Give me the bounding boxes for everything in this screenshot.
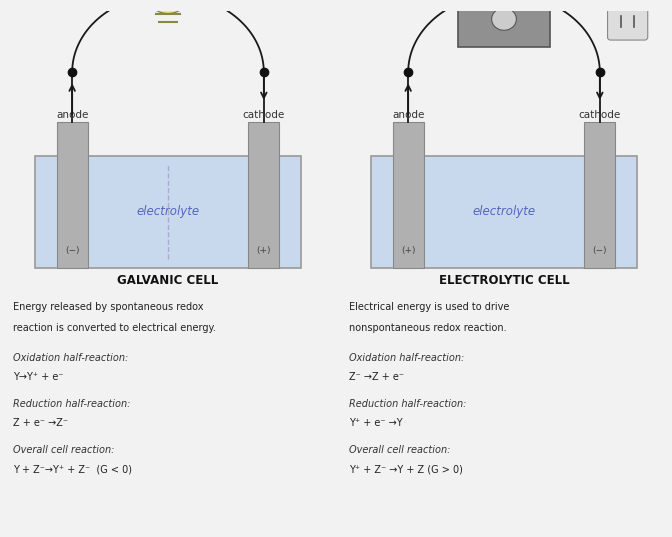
Bar [56,122,87,267]
Text: Z + e⁻ →Z⁻: Z + e⁻ →Z⁻ [13,418,69,428]
Text: anode: anode [56,110,88,120]
Text: anode: anode [392,110,424,120]
FancyBboxPatch shape [458,0,550,47]
Text: ELECTROLYTIC CELL: ELECTROLYTIC CELL [439,274,569,287]
Text: Electrical energy is used to drive: Electrical energy is used to drive [349,302,510,313]
Text: Y⁺ + Z⁻ →Y + Z (G > 0): Y⁺ + Z⁻ →Y + Z (G > 0) [349,464,463,474]
Text: (−): (−) [593,246,607,256]
Bar [35,156,301,267]
Text: (−): (−) [65,246,79,256]
Text: electrolyte: electrolyte [136,205,200,219]
Text: Z⁻ →Z + e⁻: Z⁻ →Z + e⁻ [349,372,405,382]
Bar [249,122,280,267]
Bar [392,122,423,267]
Text: cathode: cathode [579,110,621,120]
Text: Energy released by spontaneous redox: Energy released by spontaneous redox [13,302,204,313]
Text: (+): (+) [257,246,271,256]
Text: Y + Z⁻→Y⁺ + Z⁻  (G < 0): Y + Z⁻→Y⁺ + Z⁻ (G < 0) [13,464,132,474]
Text: Oxidation half-reaction:: Oxidation half-reaction: [13,353,129,362]
Bar [585,122,616,267]
Text: GALVANIC CELL: GALVANIC CELL [118,274,218,287]
Circle shape [492,8,516,30]
Bar [371,156,637,267]
Text: Reduction half-reaction:: Reduction half-reaction: [13,399,131,409]
Text: cathode: cathode [243,110,285,120]
Text: Y→Y⁺ + e⁻: Y→Y⁺ + e⁻ [13,372,64,382]
Text: (+): (+) [401,246,415,256]
Text: Reduction half-reaction:: Reduction half-reaction: [349,399,467,409]
Circle shape [146,0,190,13]
Text: Oxidation half-reaction:: Oxidation half-reaction: [349,353,465,362]
Text: reaction is converted to electrical energy.: reaction is converted to electrical ener… [13,323,216,333]
Text: electrolyte: electrolyte [472,205,536,219]
Text: Overall cell reaction:: Overall cell reaction: [13,445,115,455]
Text: Y⁺ + e⁻ →Y: Y⁺ + e⁻ →Y [349,418,403,428]
Text: nonspontaneous redox reaction.: nonspontaneous redox reaction. [349,323,507,333]
FancyBboxPatch shape [607,6,648,40]
Text: Overall cell reaction:: Overall cell reaction: [349,445,451,455]
